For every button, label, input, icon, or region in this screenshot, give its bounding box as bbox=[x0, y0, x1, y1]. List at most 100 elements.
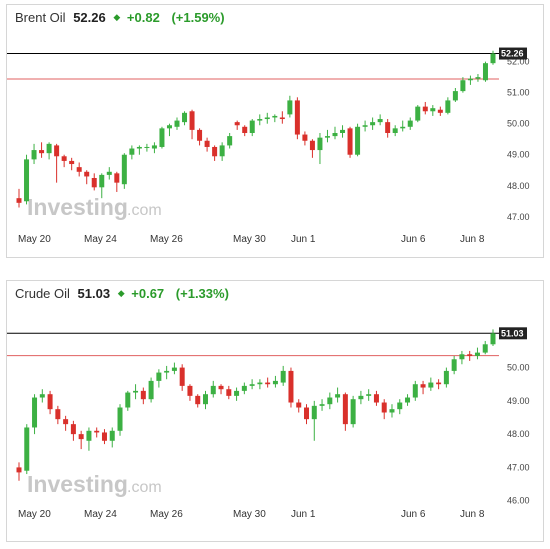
candle-body bbox=[430, 108, 436, 112]
candle-up bbox=[389, 404, 395, 418]
investing-watermark: Investing bbox=[27, 471, 128, 497]
candle-body bbox=[482, 63, 488, 81]
candle-body bbox=[407, 120, 413, 127]
y-tick-label: 49.00 bbox=[507, 396, 530, 406]
candle-up bbox=[311, 400, 317, 441]
x-tick-label: May 24 bbox=[84, 509, 117, 520]
candle-body bbox=[362, 125, 368, 127]
candle-body bbox=[121, 154, 127, 185]
x-tick-label: May 24 bbox=[84, 234, 117, 245]
candle-body bbox=[227, 136, 233, 146]
candle-body bbox=[204, 140, 210, 147]
candle-down bbox=[114, 171, 120, 192]
candle-up bbox=[234, 387, 240, 401]
candle-body bbox=[405, 397, 411, 403]
candle-body bbox=[234, 390, 240, 396]
candle-body bbox=[99, 174, 105, 188]
candle-body bbox=[47, 394, 53, 410]
candle-body bbox=[490, 333, 496, 345]
candle-up bbox=[467, 75, 473, 85]
candle-body bbox=[370, 122, 376, 126]
candle-body bbox=[474, 352, 480, 356]
x-tick-label: May 30 bbox=[233, 234, 266, 245]
candle-body bbox=[420, 384, 426, 388]
candle-down bbox=[467, 350, 473, 361]
candle-up bbox=[324, 129, 330, 143]
candle-body bbox=[296, 402, 302, 408]
candle-up bbox=[443, 367, 449, 388]
candle-up bbox=[174, 117, 180, 130]
candle-body bbox=[159, 128, 165, 147]
x-tick-label: Jun 1 bbox=[291, 509, 316, 520]
candle-up bbox=[397, 399, 403, 415]
candle-up bbox=[335, 387, 341, 403]
candle-body bbox=[319, 404, 325, 406]
candle-body bbox=[445, 100, 451, 113]
candle-up bbox=[182, 111, 188, 126]
candle-body bbox=[182, 112, 188, 123]
candle-up bbox=[151, 142, 157, 154]
x-tick-label: Jun 6 bbox=[401, 234, 426, 245]
candle-down bbox=[279, 111, 285, 124]
candle-down bbox=[422, 101, 428, 115]
candle-body bbox=[264, 117, 270, 120]
candle-up bbox=[257, 379, 263, 390]
candle-up bbox=[490, 50, 496, 65]
candle-body bbox=[302, 134, 308, 141]
candle-up bbox=[430, 105, 436, 116]
candle-up bbox=[340, 125, 346, 138]
candle-body bbox=[257, 382, 263, 385]
candle-up bbox=[210, 380, 216, 398]
candle-down bbox=[91, 173, 97, 191]
candle-body bbox=[317, 137, 323, 151]
candle-body bbox=[78, 434, 84, 440]
candle-down bbox=[437, 106, 443, 116]
candle-body bbox=[280, 370, 286, 383]
last-price-tag-label: 51.03 bbox=[501, 328, 524, 338]
candle-body bbox=[61, 156, 67, 161]
x-tick-label: Jun 8 bbox=[460, 509, 485, 520]
candle-up bbox=[482, 61, 488, 82]
candle-up bbox=[475, 74, 481, 82]
candle-down bbox=[304, 404, 310, 425]
candle-body bbox=[249, 120, 255, 133]
candle-up bbox=[24, 424, 30, 475]
candle-body bbox=[63, 419, 69, 425]
candle-body bbox=[451, 359, 457, 371]
candle-body bbox=[381, 402, 387, 413]
brent-oil-panel: Brent Oil 52.26 ◆ +0.82 (+1.59%) Investi… bbox=[6, 4, 544, 258]
x-axis: May 20 May 24 May 26 May 30 Jun 1 Jun 6 … bbox=[18, 509, 485, 520]
candle-down bbox=[195, 394, 201, 408]
crude-oil-candlestick-chart: Investing .com 50.00 49.00 48.00 47.00 4… bbox=[7, 327, 530, 520]
x-tick-label: May 26 bbox=[150, 234, 183, 245]
candle-down bbox=[101, 429, 107, 445]
x-tick-label: Jun 8 bbox=[460, 234, 485, 245]
candle-down bbox=[187, 384, 193, 401]
candle-body bbox=[171, 367, 177, 371]
candle-down bbox=[16, 188, 22, 208]
candle-up bbox=[241, 382, 247, 395]
y-tick-label: 50.00 bbox=[507, 363, 530, 373]
candle-up bbox=[452, 88, 458, 102]
candle-up bbox=[159, 126, 165, 149]
candle-body bbox=[24, 159, 30, 202]
candle-body bbox=[412, 384, 418, 398]
candle-body bbox=[257, 119, 263, 121]
candle-body bbox=[355, 126, 361, 155]
candle-body bbox=[347, 128, 353, 155]
y-tick-label: 47.00 bbox=[507, 462, 530, 472]
candle-body bbox=[210, 385, 216, 395]
candle-up bbox=[366, 389, 372, 401]
candle-body bbox=[219, 145, 225, 157]
candle-body bbox=[179, 367, 185, 386]
x-tick-label: May 20 bbox=[18, 234, 51, 245]
candle-body bbox=[166, 125, 172, 129]
y-tick-label: 48.00 bbox=[507, 181, 530, 191]
candle-body bbox=[482, 344, 488, 353]
plot-area bbox=[7, 329, 499, 481]
candle-body bbox=[335, 394, 341, 398]
candle-down bbox=[342, 392, 348, 431]
candle-body bbox=[436, 382, 442, 385]
candle-down bbox=[69, 157, 75, 171]
candle-body bbox=[443, 370, 449, 385]
